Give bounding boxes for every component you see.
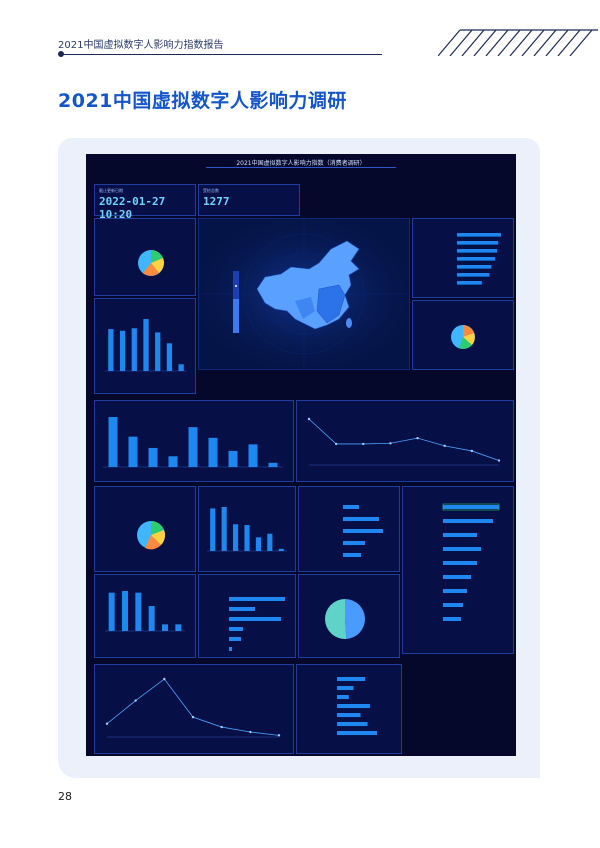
hbar-4: [337, 713, 361, 718]
panel-bar-channels: [94, 400, 294, 482]
panel-hbar-reasons: [298, 486, 400, 572]
bar-3: [168, 456, 178, 467]
hbar-4: [457, 265, 492, 269]
point-7: [497, 459, 501, 462]
pie-slice-1: [324, 599, 347, 639]
panel-ability: [412, 218, 514, 298]
panel-bar-reasons-like: [94, 574, 196, 658]
point-5: [443, 444, 446, 448]
china-map-panel: [198, 218, 410, 370]
bar-6: [228, 450, 238, 467]
bar-5: [267, 533, 273, 551]
hbar-6: [337, 731, 377, 736]
page-number: 28: [58, 790, 72, 803]
kpi-total: 受检总数 1277: [198, 184, 300, 216]
point-5: [249, 730, 252, 734]
point-6: [470, 449, 474, 453]
dashboard-title-rule: [206, 167, 396, 168]
point-4: [416, 436, 419, 440]
bar-0: [108, 592, 115, 631]
bar-3: [244, 525, 250, 551]
point-0: [105, 722, 109, 725]
point-1: [334, 442, 338, 446]
panel-pie-right: [412, 300, 514, 370]
bar-0: [108, 329, 114, 371]
kpi-total-value: 1277: [203, 195, 230, 208]
point-2: [163, 677, 166, 681]
point-1: [134, 699, 137, 702]
bar-8: [268, 462, 278, 467]
pie-slice-0: [345, 599, 365, 639]
point-0: [307, 417, 311, 421]
bar-3: [143, 319, 149, 371]
bar-5: [166, 343, 173, 371]
point-4: [220, 725, 223, 729]
dashboard-title: 2021中国虚拟数字人影响力指数（消费者调研）: [236, 160, 366, 167]
bar-4: [162, 624, 168, 631]
kpi-update-label: 截止更新日期: [99, 188, 123, 193]
bar-1: [119, 330, 126, 371]
point-3: [191, 715, 195, 719]
panel-bar-awareness: [94, 298, 196, 394]
bar-5: [208, 437, 218, 467]
bar-0: [108, 417, 118, 467]
bar-3: [148, 606, 155, 631]
dashboard-screenshot: 2021中国虚拟数字人影响力指数（消费者调研） 截止更新日期 2022-01-2…: [86, 154, 516, 756]
bar-6: [178, 364, 184, 371]
point-6: [277, 734, 281, 737]
series-line: [106, 678, 280, 736]
page-title: 2021中国虚拟数字人影响力调研: [58, 90, 347, 112]
bar-1: [122, 591, 128, 631]
panel-line-age: [94, 664, 294, 754]
bar-7: [248, 444, 258, 467]
header-rule: [62, 54, 382, 55]
page-header: 2021中国虚拟数字人影响力指数报告: [58, 29, 598, 57]
hbar-2: [457, 249, 498, 253]
bar-2: [233, 524, 239, 551]
bar-4: [155, 332, 161, 371]
panel-pie-preference: [94, 486, 196, 572]
hbar-3: [457, 257, 496, 261]
kpi-update-value: 2022-01-27 10:20: [99, 195, 166, 221]
bar-1: [128, 436, 138, 467]
hbar-5: [457, 273, 490, 277]
kpi-update-time: 截止更新日期 2022-01-27 10:20: [94, 184, 196, 221]
header-dot: [58, 51, 64, 57]
panel-hbar-influence: [198, 574, 296, 658]
bar-2: [135, 592, 142, 631]
hbar-1: [337, 686, 354, 691]
point-3: [389, 442, 392, 445]
hbar-1: [457, 241, 499, 245]
hbar-6: [457, 281, 482, 285]
point-2: [362, 442, 365, 446]
panel-pie-left: [94, 218, 196, 296]
bar-4: [255, 537, 261, 551]
bar-2: [148, 447, 158, 467]
bar-4: [188, 427, 198, 467]
report-title: 2021中国虚拟数字人影响力指数报告: [58, 40, 224, 51]
bar-6: [278, 548, 284, 551]
panel-line-trend: [296, 400, 514, 482]
panel-hbar-occupation: [296, 664, 402, 754]
china-map: [199, 219, 409, 369]
kpi-total-label: 受检总数: [203, 188, 219, 193]
bar-0: [210, 508, 216, 551]
hbar-2: [337, 695, 349, 700]
series-line: [308, 418, 500, 461]
bar-1: [221, 507, 227, 551]
bar-2: [131, 328, 137, 371]
hbar-0: [337, 677, 366, 682]
hbar-0: [457, 233, 501, 237]
hbar-5: [337, 722, 368, 727]
panel-pie-gender: [298, 574, 400, 658]
hatch-decoration: [438, 29, 598, 56]
hbar-3: [337, 704, 370, 709]
panel-bar-features: [198, 486, 296, 572]
bar-5: [175, 624, 182, 631]
panel-hbar-products: [402, 486, 514, 654]
